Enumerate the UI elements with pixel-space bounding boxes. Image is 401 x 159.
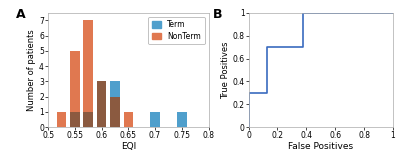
Bar xyxy=(70,112,80,127)
Bar xyxy=(177,112,186,127)
Bar xyxy=(70,112,80,127)
Y-axis label: True Positives: True Positives xyxy=(221,41,229,99)
Legend: Term, NonTerm: Term, NonTerm xyxy=(148,17,205,45)
Bar xyxy=(97,81,106,127)
Bar xyxy=(110,97,120,127)
Bar xyxy=(97,81,106,127)
Bar xyxy=(97,81,106,127)
Bar xyxy=(124,112,133,127)
Bar xyxy=(110,97,120,127)
Bar xyxy=(150,112,160,127)
Bar xyxy=(57,112,66,127)
Bar xyxy=(83,112,93,127)
Text: B: B xyxy=(213,8,222,21)
X-axis label: False Positives: False Positives xyxy=(288,142,353,151)
Bar xyxy=(83,112,93,127)
Y-axis label: Number of patients: Number of patients xyxy=(27,29,36,111)
Text: A: A xyxy=(16,8,26,21)
Bar xyxy=(70,51,80,127)
X-axis label: EQI: EQI xyxy=(121,142,136,151)
Bar xyxy=(83,20,93,127)
Bar xyxy=(110,81,120,127)
